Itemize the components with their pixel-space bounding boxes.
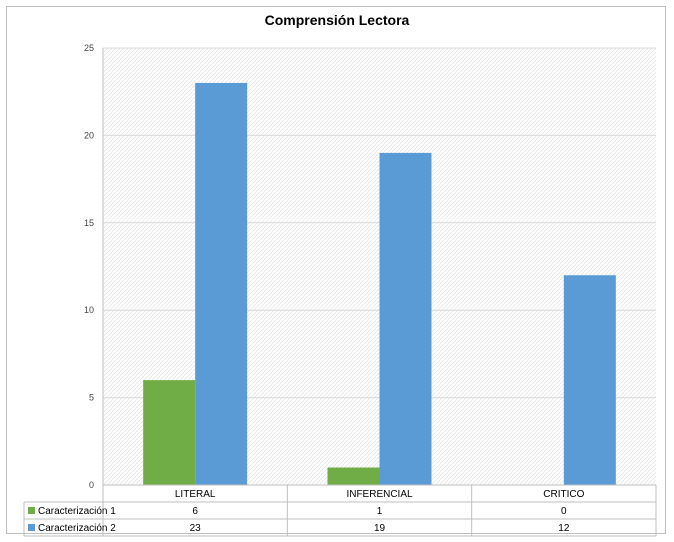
legend-swatch	[28, 507, 35, 514]
legend-label: Caracterización 2	[38, 523, 116, 534]
data-label: 23	[190, 523, 202, 534]
y-tick-label: 10	[84, 305, 94, 315]
x-tick-label: CRITICO	[543, 489, 584, 500]
data-label: 12	[558, 523, 570, 534]
y-tick-label: 5	[89, 393, 94, 403]
bar	[379, 152, 432, 485]
data-label: 0	[561, 506, 567, 517]
x-tick-label: LITERAL	[175, 489, 216, 500]
y-tick-label: 20	[84, 130, 94, 140]
data-label: 6	[192, 506, 198, 517]
chart-title: Comprensión Lectora	[264, 12, 410, 28]
y-tick-label: 25	[84, 43, 94, 53]
y-tick-label: 0	[89, 480, 94, 490]
legend-swatch	[28, 524, 35, 531]
legend-label: Caracterización 1	[38, 506, 116, 517]
data-label: 19	[374, 523, 386, 534]
data-label: 1	[377, 506, 383, 517]
x-tick-label: INFERENCIAL	[346, 489, 413, 500]
y-tick-label: 15	[84, 218, 94, 228]
bar	[563, 275, 616, 485]
bar	[327, 467, 380, 485]
bar	[143, 380, 196, 485]
bar	[195, 82, 248, 486]
